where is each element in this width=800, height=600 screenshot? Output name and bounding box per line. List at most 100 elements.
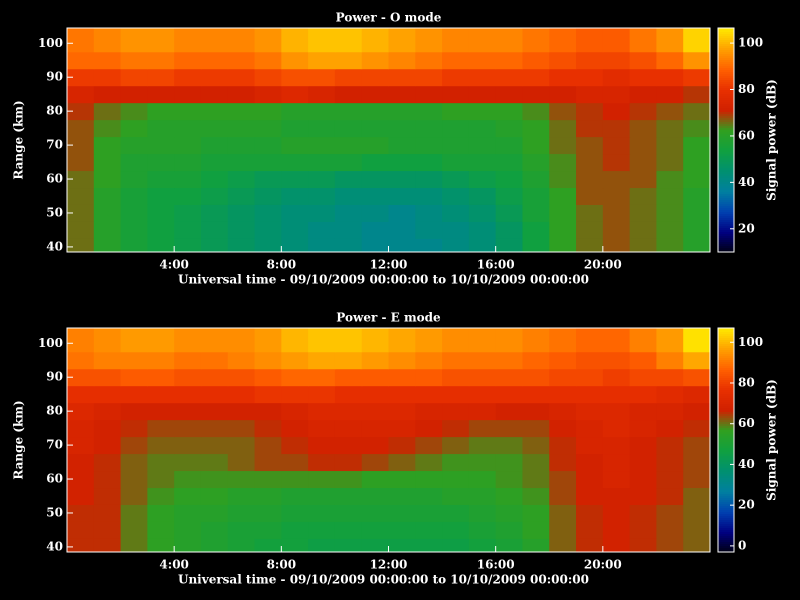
colorbar-segment	[718, 358, 734, 361]
heatmap-cell	[200, 419, 229, 438]
heatmap-cell	[442, 351, 470, 370]
heatmap-cell	[93, 504, 122, 522]
heatmap-cell	[254, 504, 282, 522]
heatmap-cell	[227, 436, 256, 455]
heatmap-cell	[629, 153, 657, 172]
colorbar-segment	[718, 528, 734, 531]
heatmap-cell	[495, 368, 523, 387]
heatmap-cell	[93, 204, 122, 222]
heatmap-cell	[174, 85, 202, 104]
colorbar-segment	[718, 406, 734, 409]
heatmap-cell	[361, 328, 389, 353]
heatmap-cell	[227, 204, 256, 222]
heatmap-cell	[361, 470, 389, 489]
colorbar-segment	[718, 88, 734, 91]
heatmap-cell	[656, 521, 684, 539]
heatmap-cell	[629, 385, 657, 404]
heatmap-cell	[254, 487, 282, 505]
colorbar-segment	[718, 114, 734, 117]
colorbar-segment	[718, 518, 734, 521]
heatmap-cell	[576, 521, 604, 539]
heatmap-cell	[656, 453, 684, 472]
colorbar-segment	[718, 454, 734, 457]
heatmap-cell	[522, 402, 550, 421]
heatmap-cell	[415, 351, 443, 370]
heatmap-cell	[468, 470, 497, 489]
heatmap-cell	[147, 538, 175, 553]
heatmap-cell	[576, 419, 604, 438]
colorbar-segment	[718, 468, 734, 471]
heatmap-cell	[200, 238, 229, 253]
heatmap-cell	[415, 385, 443, 404]
colorbar-segment	[718, 466, 734, 469]
heatmap-cell	[629, 28, 657, 53]
colorbar-segment	[718, 494, 734, 497]
heatmap-cell	[415, 504, 443, 522]
heatmap-cell	[67, 470, 95, 489]
colorbar-segment	[718, 66, 734, 69]
heatmap-cell	[227, 351, 256, 370]
colorbar-segment	[718, 366, 734, 369]
colorbar-segment	[718, 414, 734, 417]
colorbar-segment	[718, 542, 734, 545]
colorbar-segment	[718, 346, 734, 349]
heatmap-cell	[361, 385, 389, 404]
heatmap-cell	[629, 487, 657, 505]
colorbar-segment	[718, 94, 734, 97]
heatmap-cell	[200, 136, 229, 155]
heatmap-cell	[495, 453, 523, 472]
heatmap-cell	[629, 51, 657, 70]
heatmap-cell	[174, 68, 202, 87]
panel-title: Power - O mode	[336, 11, 442, 25]
heatmap-cell	[683, 419, 711, 438]
y-tick-label: 100	[38, 36, 63, 50]
heatmap-cell	[174, 351, 202, 370]
heatmap-cell	[683, 402, 711, 421]
heatmap-cell	[147, 419, 175, 438]
heatmap-cell	[308, 153, 336, 172]
heatmap-cell	[308, 221, 336, 239]
heatmap-cell	[308, 538, 336, 553]
heatmap-cell	[361, 368, 389, 387]
heatmap-cell	[683, 136, 711, 155]
heatmap-cell	[361, 170, 389, 189]
colorbar-segment	[718, 150, 734, 153]
colorbar-segment	[718, 364, 734, 367]
heatmap-cell	[442, 85, 470, 104]
heatmap-cell	[495, 187, 523, 205]
heatmap-cell	[254, 119, 282, 138]
heatmap-cell	[308, 68, 336, 87]
heatmap-cell	[602, 153, 631, 172]
colorbar-frame	[717, 27, 735, 253]
heatmap-cell	[147, 504, 175, 522]
colorbar-segment	[718, 332, 734, 335]
heatmap-cell	[442, 487, 470, 505]
y-tick-label: 50	[46, 205, 63, 219]
heatmap-cell	[67, 170, 95, 189]
heatmap-cell	[120, 238, 148, 253]
heatmap-cell	[120, 187, 148, 205]
colorbar-segment	[718, 82, 734, 85]
heatmap-cell	[602, 28, 631, 53]
heatmap-cell	[120, 102, 148, 121]
heatmap-cell	[495, 238, 523, 253]
colorbar-segment	[718, 338, 734, 341]
colorbar-segment	[718, 342, 734, 345]
heatmap-cell	[200, 402, 229, 421]
heatmap-cell	[174, 470, 202, 489]
heatmap-cell	[93, 170, 122, 189]
heatmap-cell	[120, 385, 148, 404]
heatmap-cell	[334, 102, 363, 121]
colorbar-segment	[718, 432, 734, 435]
colorbar-segment	[718, 402, 734, 405]
heatmap-cell	[254, 368, 282, 387]
heatmap-cell	[388, 170, 416, 189]
heatmap-cell	[576, 51, 604, 70]
heatmap-cell	[522, 453, 550, 472]
heatmap-cell	[120, 85, 148, 104]
heatmap-cell	[174, 119, 202, 138]
heatmap-cell	[602, 187, 631, 205]
heatmap-cell	[549, 187, 577, 205]
heatmap-cell	[656, 328, 684, 353]
colorbar-segment	[718, 230, 734, 233]
